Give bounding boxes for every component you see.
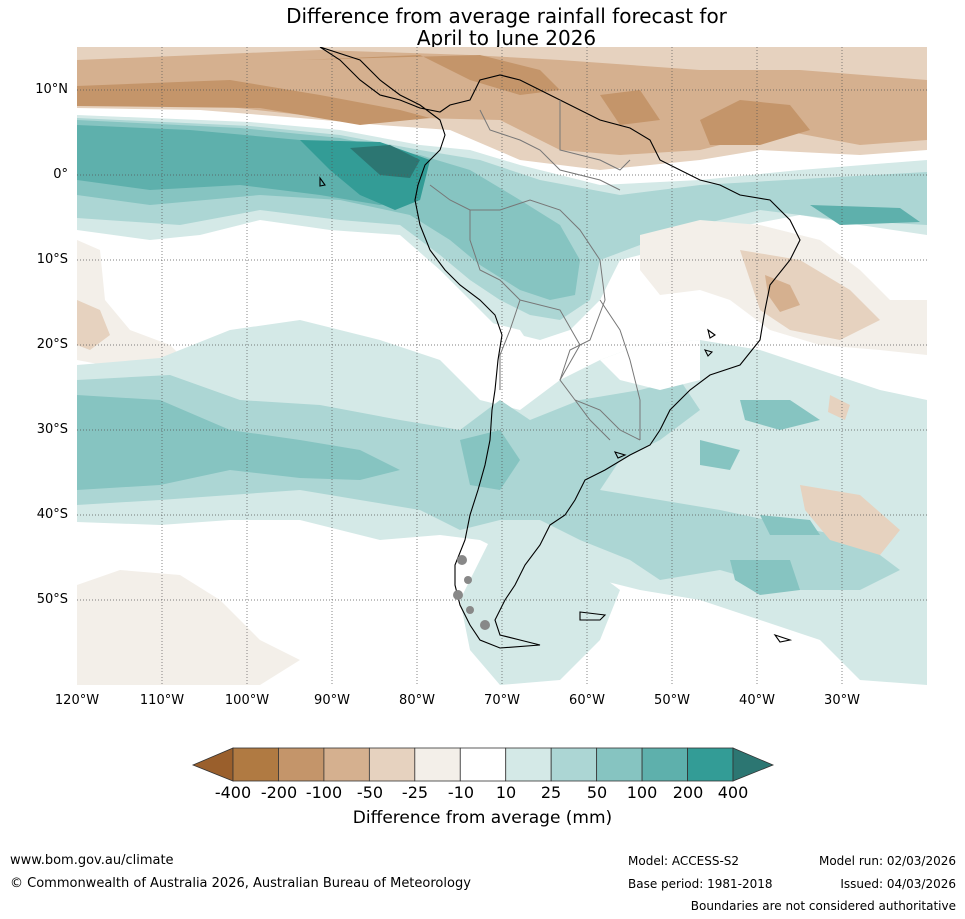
colorbar-tick: 200 — [672, 783, 704, 802]
graticule — [77, 47, 927, 685]
colorbar-extend-low — [191, 747, 234, 782]
lon-label-110w: 110°W — [139, 693, 185, 708]
colorbar-swatch — [278, 747, 325, 782]
lon-label-120w: 120°W — [54, 693, 100, 708]
colorbar-swatch — [550, 747, 598, 782]
patagonia-islands — [453, 555, 490, 630]
colorbar-swatch — [596, 747, 643, 782]
colorbar-tick: -100 — [305, 783, 343, 802]
country-boundaries — [429, 100, 641, 441]
colorbar-swatch — [414, 747, 461, 782]
footer-issued: Issued: 04/03/2026 — [840, 877, 956, 891]
lon-label-100w: 100°W — [224, 693, 270, 708]
lat-label-40s: 40°S — [36, 507, 68, 522]
lon-label-60w: 60°W — [569, 693, 605, 708]
lat-label-0: 0° — [53, 167, 68, 182]
lon-label-50w: 50°W — [654, 693, 690, 708]
colorbar-tick: -25 — [401, 783, 429, 802]
colorbar-swatch — [641, 747, 688, 782]
legend-title: Difference from average (mm) — [352, 808, 613, 828]
colorbar-swatch — [232, 747, 279, 782]
lon-label-80w: 80°W — [399, 693, 435, 708]
colorbar-swatch — [368, 747, 416, 782]
colorbar-swatch — [323, 747, 370, 782]
lat-label-20s: 20°S — [36, 337, 68, 352]
colorbar-swatch — [459, 747, 507, 782]
footer-url[interactable]: www.bom.gov.au/climate — [10, 853, 174, 868]
footer-disclaimer: Boundaries are not considered authoritat… — [690, 899, 956, 913]
colorbar — [191, 747, 775, 782]
footer-model-run: Model run: 02/03/2026 — [818, 854, 956, 868]
lat-label-10s: 10°S — [36, 252, 68, 267]
colorbar-swatch — [505, 747, 552, 782]
colorbar-tick: -400 — [214, 783, 252, 802]
colorbar-tick: 10 — [495, 783, 517, 802]
coastline — [319, 47, 801, 649]
footer-copyright: © Commonwealth of Australia 2026, Austra… — [10, 876, 471, 891]
footer-model: Model: ACCESS-S2 — [628, 854, 740, 868]
colorbar-tick: 25 — [540, 783, 562, 802]
colorbar-swatch — [687, 747, 734, 782]
footer-base-period: Base period: 1981-2018 — [628, 877, 773, 891]
colorbar-tick: 50 — [586, 783, 608, 802]
colorbar-tick: -200 — [260, 783, 298, 802]
colorbar-tick: -50 — [356, 783, 384, 802]
lat-label-30s: 30°S — [36, 422, 68, 437]
colorbar-tick: 400 — [717, 783, 749, 802]
map-title-line1: Difference from average rainfall forecas… — [286, 4, 727, 28]
lat-label-50s: 50°S — [36, 592, 68, 607]
lat-label-10n: 10°N — [35, 82, 68, 97]
colorbar-tick: 100 — [626, 783, 658, 802]
lon-label-30w: 30°W — [824, 693, 860, 708]
lon-label-40w: 40°W — [739, 693, 775, 708]
colorbar-extend-high — [732, 747, 775, 782]
colorbar-tick: -10 — [447, 783, 475, 802]
lon-label-90w: 90°W — [314, 693, 350, 708]
map-title-line2: April to June 2026 — [416, 26, 597, 50]
lon-label-70w: 70°W — [484, 693, 520, 708]
